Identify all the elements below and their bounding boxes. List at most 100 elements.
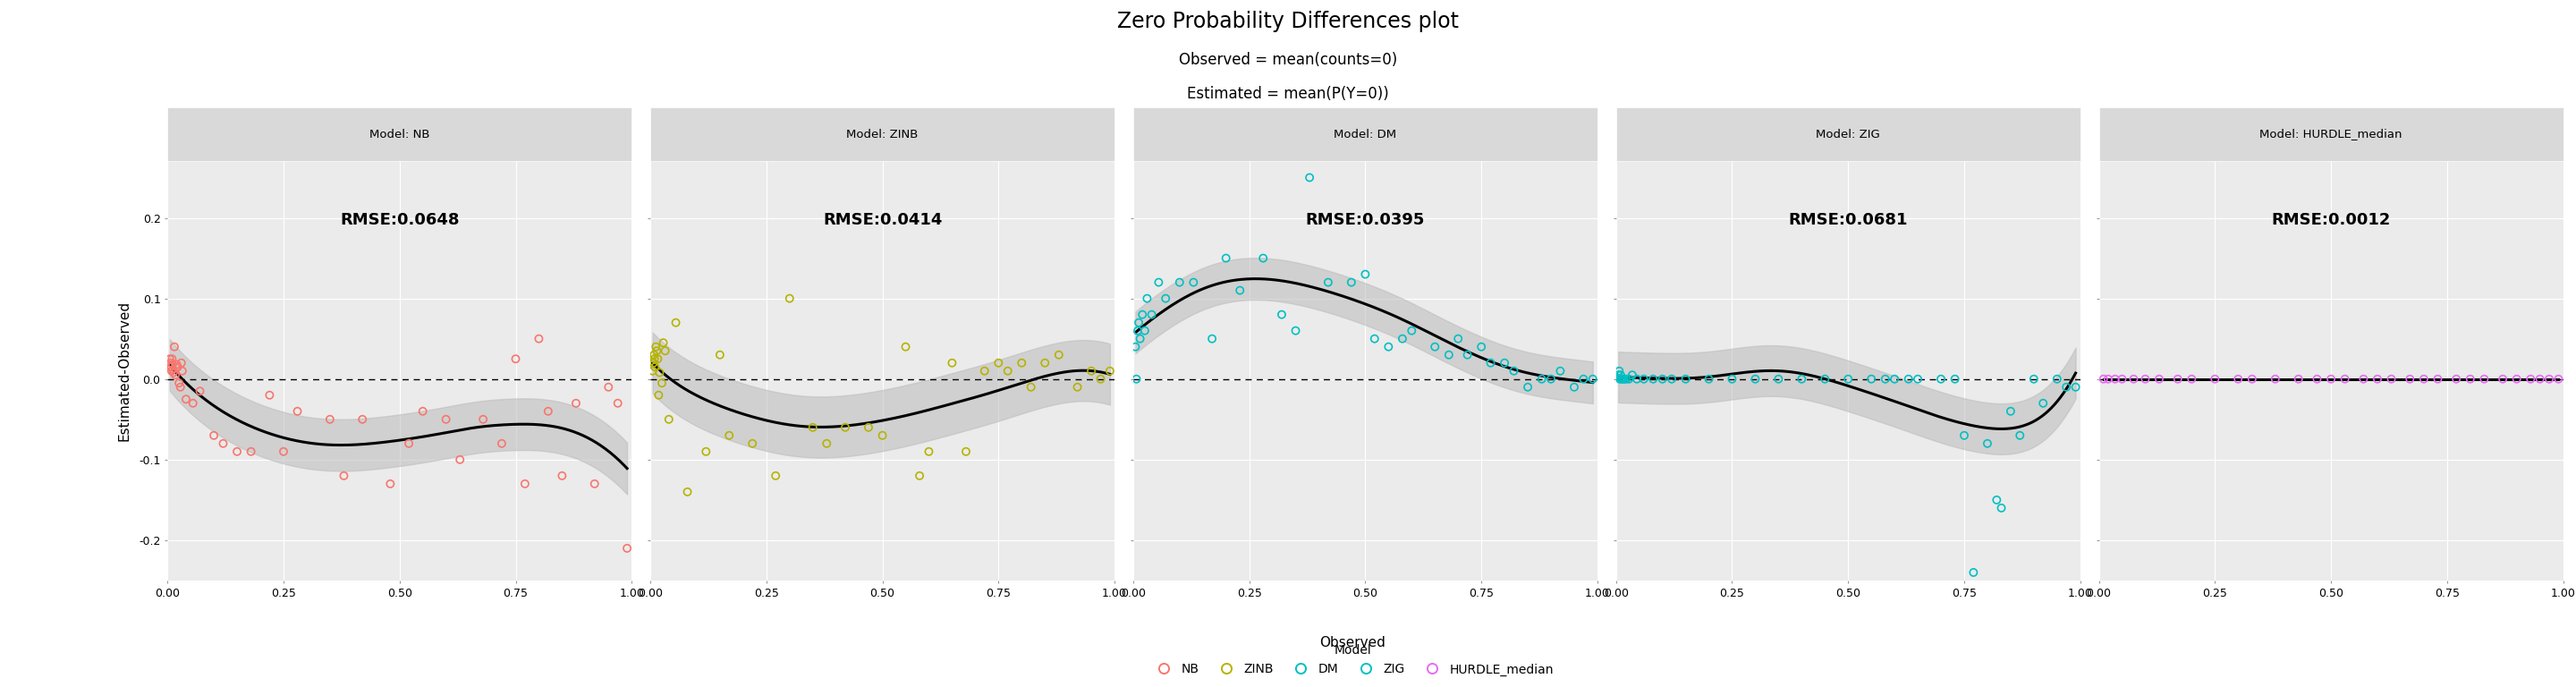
Point <box>1461 341 1502 352</box>
Point <box>1172 277 1213 288</box>
Point <box>598 398 639 409</box>
Point <box>634 353 675 364</box>
Point <box>636 353 677 364</box>
Point <box>2403 374 2445 385</box>
Point <box>1991 406 2032 417</box>
Point <box>2277 374 2318 385</box>
Text: Zero Probability Differences plot: Zero Probability Differences plot <box>1118 10 1458 32</box>
Point <box>152 353 193 364</box>
Point <box>2509 374 2550 385</box>
Point <box>1873 374 1914 385</box>
Text: Model: ZIG: Model: ZIG <box>1816 128 1880 140</box>
Point <box>1850 374 1891 385</box>
Point <box>464 414 505 425</box>
Point <box>309 414 350 425</box>
Point <box>2038 374 2079 385</box>
Point <box>1613 370 1654 381</box>
Text: RMSE:0.0648: RMSE:0.0648 <box>340 212 459 228</box>
Point <box>1623 374 1664 385</box>
Point <box>1803 374 1844 385</box>
Point <box>229 446 270 457</box>
Point <box>204 438 245 449</box>
Point <box>162 365 204 376</box>
Text: Observed = mean(counts=0): Observed = mean(counts=0) <box>1180 52 1396 67</box>
Point <box>2056 381 2097 392</box>
Point <box>440 454 482 465</box>
Point <box>322 470 363 481</box>
Point <box>1494 365 1535 376</box>
Point <box>755 470 796 481</box>
Point <box>425 414 466 425</box>
Point <box>1118 317 1159 328</box>
Point <box>793 422 835 433</box>
Point <box>152 367 193 378</box>
Point <box>1600 374 1641 385</box>
Point <box>2087 374 2128 385</box>
Point <box>1641 374 1682 385</box>
Point <box>649 414 690 425</box>
Point <box>1896 374 1937 385</box>
Point <box>1605 374 1646 385</box>
Text: Model: DM: Model: DM <box>1334 128 1396 140</box>
Point <box>2102 374 2143 385</box>
Point <box>634 350 675 361</box>
Point <box>2112 374 2154 385</box>
FancyBboxPatch shape <box>2099 107 2563 161</box>
FancyBboxPatch shape <box>167 107 631 161</box>
Point <box>2450 374 2491 385</box>
Point <box>1090 365 1131 376</box>
Point <box>1038 350 1079 361</box>
Point <box>518 333 559 344</box>
Point <box>605 543 647 554</box>
Point <box>770 293 811 304</box>
Text: RMSE:0.0681: RMSE:0.0681 <box>1788 212 1909 228</box>
Point <box>1615 374 1656 385</box>
Point <box>2483 374 2524 385</box>
Point <box>806 438 848 449</box>
Point <box>1981 502 2022 513</box>
Point <box>1139 277 1180 288</box>
Text: Model: ZINB: Model: ZINB <box>848 128 920 140</box>
Point <box>1605 374 1646 385</box>
Point <box>1115 374 1157 385</box>
Point <box>1953 567 1994 578</box>
Point <box>2156 374 2197 385</box>
Point <box>2530 374 2571 385</box>
Point <box>698 350 739 361</box>
Point <box>1942 430 1984 441</box>
Point <box>2370 374 2411 385</box>
Point <box>1427 350 1468 361</box>
Point <box>2496 374 2537 385</box>
Text: RMSE:0.0395: RMSE:0.0395 <box>1306 212 1425 228</box>
Point <box>1530 374 1571 385</box>
Point <box>2537 374 2576 385</box>
Point <box>371 478 412 489</box>
Point <box>152 365 193 376</box>
Point <box>1999 430 2040 441</box>
Point <box>1414 341 1455 352</box>
Point <box>2324 374 2365 385</box>
Point <box>909 446 951 457</box>
Point <box>216 446 258 457</box>
Point <box>1309 277 1350 288</box>
Point <box>634 361 675 372</box>
Point <box>732 438 773 449</box>
Point <box>641 337 683 348</box>
Point <box>2311 374 2352 385</box>
Point <box>263 446 304 457</box>
Y-axis label: Estimated-Observed: Estimated-Observed <box>118 301 131 441</box>
Point <box>1888 374 1929 385</box>
Point <box>1144 293 1185 304</box>
Point <box>1600 365 1641 376</box>
Point <box>556 398 598 409</box>
Point <box>848 422 889 433</box>
Point <box>1734 374 1775 385</box>
Text: Model: HURDLE_median: Model: HURDLE_median <box>2259 128 2403 140</box>
Point <box>636 346 677 357</box>
Point <box>639 390 680 401</box>
Point <box>1218 285 1260 296</box>
Point <box>1664 374 1705 385</box>
Point <box>1507 381 1548 392</box>
Point <box>1968 438 2009 449</box>
Point <box>1288 172 1329 183</box>
